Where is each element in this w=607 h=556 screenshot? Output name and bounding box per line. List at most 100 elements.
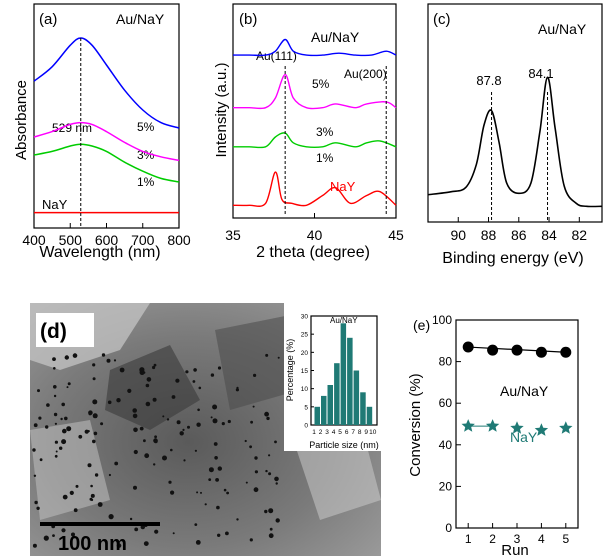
series-label-3: 3% (316, 125, 334, 139)
nanoparticle (45, 425, 49, 429)
nanoparticle (107, 400, 112, 405)
panel-b-ylabel: Intensity (a.u.) (213, 62, 230, 157)
x-tick-label: 7 (351, 429, 355, 436)
nanoparticle (268, 472, 272, 476)
nanoparticle (92, 399, 98, 405)
nanoparticle (62, 428, 67, 434)
nanoparticle (37, 389, 40, 393)
nanoparticle (90, 484, 93, 488)
y-tick-label: 15 (301, 368, 309, 375)
nanoparticle (145, 401, 151, 407)
x-tick-label: 6 (345, 429, 349, 436)
histogram-bar (321, 395, 327, 425)
nanoparticle (153, 363, 157, 367)
x-tick-label: 45 (388, 227, 404, 243)
nanoparticle (106, 358, 111, 363)
inset-ylabel: Percentage (%) (285, 339, 295, 402)
nanoparticle (227, 419, 231, 424)
particle-size-histogram: Au/NaY Particle size (nm) Percentage (%)… (284, 303, 381, 451)
x-tick-label: 700 (131, 232, 155, 248)
histogram-bar (340, 323, 347, 425)
nanoparticle (54, 422, 58, 425)
nanoparticle (61, 439, 67, 445)
nanoparticle (92, 439, 96, 444)
inset-xlabel: Particle size (nm) (309, 440, 379, 450)
histogram-bar (347, 337, 353, 425)
nanoparticle (162, 455, 167, 461)
panel-e-label: (e) (413, 317, 430, 333)
nanoparticle (182, 428, 185, 431)
nanoparticle (183, 459, 186, 462)
x-tick-label: 3 (514, 532, 521, 546)
nanoparticle (53, 385, 57, 389)
nanoparticle (32, 448, 36, 452)
nanoparticle (212, 418, 218, 424)
nanoparticle (52, 357, 56, 361)
nanoparticle (208, 467, 214, 473)
data-point (559, 421, 573, 434)
nanoparticle (265, 469, 268, 473)
nanoparticle (129, 517, 133, 521)
nanoparticle (166, 418, 170, 421)
nanoparticle (153, 463, 156, 466)
nanoparticle (72, 353, 78, 358)
nanoparticle (101, 353, 106, 357)
nanoparticle (264, 411, 269, 417)
nanoparticle (275, 518, 280, 523)
x-tick-label: 40 (307, 227, 323, 243)
inset-background (284, 303, 381, 451)
nanoparticle (73, 508, 78, 513)
nanoparticle (168, 480, 172, 484)
nanoparticle (210, 416, 213, 419)
legend-au-nay: Au/NaY (500, 383, 549, 399)
peak-label-87-8: 87.8 (476, 73, 501, 88)
nanoparticle (100, 422, 104, 426)
panel-d-tem: (d) 100 nm Au/NaY Particle size (nm) Per… (30, 303, 381, 556)
nanoparticle (235, 388, 239, 392)
x-tick-label: 90 (450, 227, 466, 243)
nanoparticle (113, 359, 117, 362)
x-tick-label: 9 (364, 429, 368, 436)
legend-nay: NaY (510, 429, 538, 445)
nanoparticle (172, 532, 175, 535)
nanoparticle (217, 366, 222, 370)
nanoparticle (154, 435, 158, 439)
nanoparticle (108, 473, 111, 477)
nanoparticle (254, 470, 258, 474)
nanoparticle (212, 404, 218, 410)
nanoparticle (55, 450, 58, 453)
nanoparticle (60, 417, 63, 421)
x-tick-label: 88 (481, 227, 497, 243)
y-tick-label: 60 (439, 396, 453, 410)
x-tick-label: 82 (572, 227, 588, 243)
panel-a-xlabel: Wavelength (nm) (39, 244, 160, 261)
au111-label: Au(111) (256, 49, 297, 63)
nanoparticle (132, 413, 138, 419)
nanoparticle (185, 370, 189, 374)
nanoparticle (116, 543, 122, 548)
panel-c-title: Au/NaY (538, 21, 587, 37)
x-tick-label: 5 (338, 429, 342, 436)
nanoparticle (143, 541, 149, 546)
nanoparticle (33, 474, 37, 477)
nanoparticle (249, 538, 253, 542)
nanoparticle (225, 531, 229, 536)
nanoparticle (52, 534, 55, 537)
data-point (535, 346, 547, 358)
data-point (511, 344, 523, 356)
nanoparticle (114, 461, 119, 466)
panel-a-label: (a) (39, 11, 57, 28)
panel-d-label: (d) (40, 320, 67, 343)
nanoparticle (196, 422, 201, 427)
nanoparticle (46, 403, 50, 407)
nanoparticle (133, 427, 138, 433)
nanoparticle (274, 476, 279, 482)
nanoparticle (274, 440, 277, 444)
nanoparticle (268, 508, 274, 514)
nanoparticle (193, 368, 197, 372)
series-line (232, 171, 397, 207)
nanoparticle (89, 497, 93, 501)
data-point (534, 423, 549, 436)
nanoparticle (143, 439, 146, 443)
